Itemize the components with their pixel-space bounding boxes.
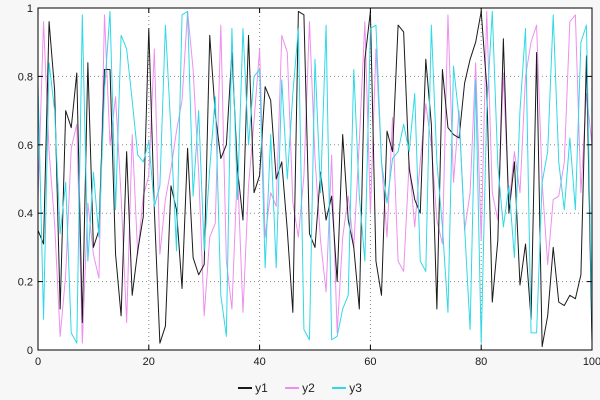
legend-line-swatch-y1 [238,387,253,389]
y-tick-label: 0.4 [18,208,33,220]
x-tick-label: 20 [143,356,155,368]
legend-label-y1: y1 [255,381,268,395]
series-group [37,10,593,348]
x-tick-label: 100 [583,356,600,368]
x-axis-labels: 0 20 40 60 80 100 [35,356,600,368]
legend-item-y1: y1 [238,381,268,395]
y-tick-label: 1 [27,3,33,15]
legend-label-y3: y3 [349,381,362,395]
x-tick-label: 60 [364,356,376,368]
chart-legend: y1 y2 y3 [0,378,600,395]
y-tick-label: 0 [27,345,33,357]
x-tick-label: 80 [475,356,487,368]
y-tick-label: 0.6 [18,140,33,152]
axis-ticks [37,7,593,351]
series-line-y1 [37,10,593,348]
series-line-y3 [37,10,593,344]
legend-label-y2: y2 [302,381,315,395]
legend-line-swatch-y3 [332,387,347,389]
y-tick-label: 0.2 [18,277,33,289]
legend-item-y2: y2 [285,381,315,395]
legend-item-y3: y3 [332,381,362,395]
x-tick-label: 40 [253,356,265,368]
plot-border [37,7,593,351]
x-tick-label: 0 [35,356,41,368]
y-axis-labels: 0 0.2 0.4 0.6 0.8 1 [18,3,33,357]
legend-line-swatch-y2 [285,387,300,389]
y-tick-label: 0.8 [18,71,33,83]
